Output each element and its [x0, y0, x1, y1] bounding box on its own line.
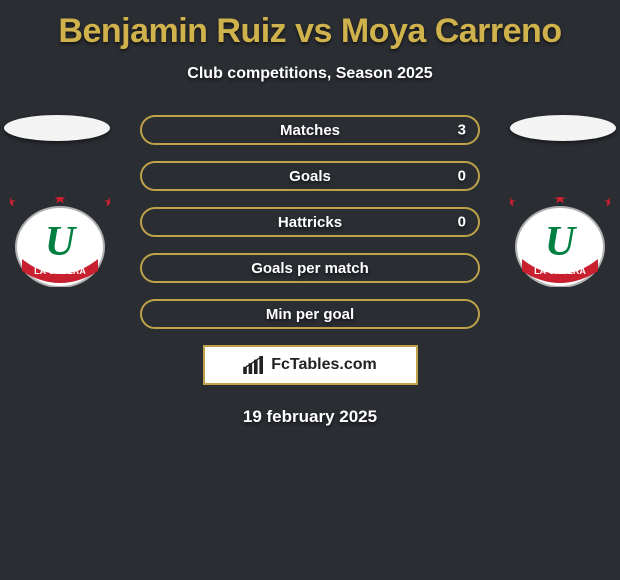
- stat-value-right: 3: [458, 122, 466, 139]
- svg-text:LA CALERA: LA CALERA: [34, 266, 86, 276]
- brand-box[interactable]: FcTables.com: [203, 345, 418, 385]
- page-title: Benjamin Ruiz vs Moya Carreno: [0, 0, 620, 51]
- comparison-arena: U LA CALERA U LA CALERA Matches3Goals0Ha…: [0, 115, 620, 427]
- club-logo-left: U LA CALERA: [10, 197, 110, 287]
- stat-label: Goals per match: [251, 260, 369, 277]
- stat-row: Goals 0: [140, 161, 480, 191]
- stat-label: Hattricks: [278, 214, 342, 231]
- stat-row: Min per goal: [140, 299, 480, 329]
- player-right-avatar: [510, 115, 616, 141]
- svg-text:LA CALERA: LA CALERA: [534, 266, 586, 276]
- stat-row: Hattricks 0: [140, 207, 480, 237]
- subtitle: Club competitions, Season 2025: [0, 65, 620, 83]
- stat-value-right: 0: [458, 168, 466, 185]
- player-left-avatar: [4, 115, 110, 141]
- chart-icon: [243, 356, 265, 374]
- brand-text: FcTables.com: [271, 356, 377, 374]
- club-logo-right: U LA CALERA: [510, 197, 610, 287]
- stat-row: Matches 3: [140, 115, 480, 145]
- stat-label: Goals: [289, 168, 331, 185]
- svg-text:U: U: [45, 219, 78, 265]
- stat-label: Matches: [280, 122, 340, 139]
- footer-date: 19 february 2025: [0, 407, 620, 427]
- stat-row: Goals per match: [140, 253, 480, 283]
- stat-label: Min per goal: [266, 306, 354, 323]
- stat-value-right: 0: [458, 214, 466, 231]
- svg-text:U: U: [545, 219, 578, 265]
